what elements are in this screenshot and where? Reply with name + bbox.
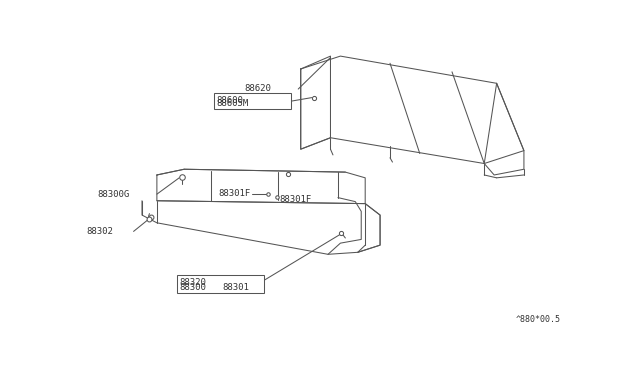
Text: 88620: 88620 bbox=[244, 84, 271, 93]
Text: ^880*00.5: ^880*00.5 bbox=[516, 315, 561, 324]
Text: 88605M: 88605M bbox=[216, 99, 249, 108]
Text: 88301: 88301 bbox=[222, 283, 249, 292]
Bar bbox=[177, 275, 264, 293]
Text: 88301F: 88301F bbox=[218, 189, 250, 198]
Text: 88320: 88320 bbox=[179, 278, 206, 287]
Text: 88300G: 88300G bbox=[97, 190, 129, 199]
Text: 88600: 88600 bbox=[216, 96, 243, 105]
Text: 88302: 88302 bbox=[87, 227, 114, 236]
Bar bbox=[214, 93, 291, 109]
Text: 88300: 88300 bbox=[179, 283, 206, 292]
Text: 88301F: 88301F bbox=[280, 195, 312, 203]
